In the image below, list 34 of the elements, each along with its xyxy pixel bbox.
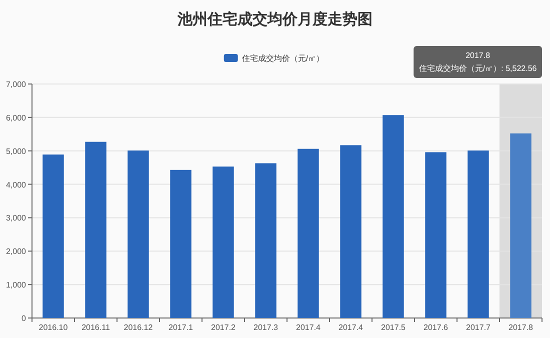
x-tick-label: 2017.6: [424, 323, 449, 332]
bar: [85, 142, 106, 318]
x-tick-label: 2016.11: [82, 323, 110, 332]
bar: [255, 163, 276, 318]
bar: [128, 150, 149, 318]
bar: [425, 152, 446, 318]
x-tick-label: 2016.12: [124, 323, 154, 332]
bar: [382, 115, 404, 318]
y-tick-label: 6,000: [6, 113, 27, 122]
bar: [468, 150, 489, 318]
annotation: 2017.8 住宅成交均价（元/㎡）: 5,522.56: [414, 46, 542, 78]
y-tick-label: 7,000: [6, 80, 27, 89]
x-tick-label: 2017.5: [381, 323, 406, 332]
legend-label: 住宅成交均价（元/㎡）: [242, 54, 324, 63]
x-tick-label: 2017.4: [338, 323, 364, 332]
y-tick-label: 2,000: [6, 247, 27, 256]
chart-title: 池州住宅成交均价月度走势图: [176, 10, 372, 28]
bar: [170, 170, 192, 318]
x-tick-label: 2017.8: [508, 323, 534, 332]
y-tick-label: 0: [22, 314, 27, 323]
y-tick-label: 5,000: [6, 146, 27, 156]
bar: [298, 148, 319, 318]
y-tick-label: 3,000: [6, 214, 27, 223]
bar: [42, 154, 64, 318]
x-tick-label: 2017.4: [296, 323, 322, 332]
y-tick-label: 1,000: [6, 280, 27, 290]
x-tick-label: 2017.7: [466, 323, 492, 332]
x-tick-label: 2016.10: [38, 323, 68, 332]
bar: [212, 166, 234, 318]
x-tick-label: 2017.2: [211, 323, 236, 332]
bar: [340, 145, 362, 318]
x-tick-label: 2017.1: [168, 323, 194, 332]
x-tick-label: 2017.3: [254, 323, 279, 332]
y-tick-label: 4,000: [6, 180, 27, 190]
